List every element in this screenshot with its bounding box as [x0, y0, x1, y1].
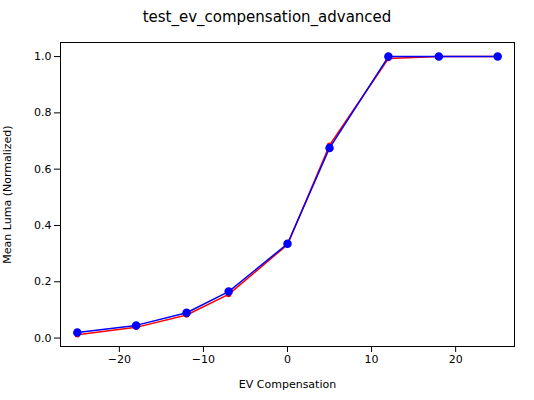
svg-text:10: 10 — [365, 353, 379, 366]
svg-text:0.0: 0.0 — [34, 332, 52, 345]
svg-text:0.4: 0.4 — [34, 219, 52, 232]
svg-text:−20: −20 — [108, 353, 131, 366]
svg-text:Mean Luma (Normalized): Mean Luma (Normalized) — [1, 125, 14, 263]
svg-text:0.6: 0.6 — [34, 163, 52, 176]
svg-text:0.2: 0.2 — [34, 275, 52, 288]
svg-text:EV Compensation: EV Compensation — [239, 378, 336, 391]
svg-text:1.0: 1.0 — [34, 50, 52, 63]
svg-text:0.8: 0.8 — [34, 106, 52, 119]
html-text:test_ev_compensation_advanced: test_ev_compensation_advanced — [142, 8, 392, 26]
svg-text:20: 20 — [449, 353, 463, 366]
svg-text:−10: −10 — [192, 353, 215, 366]
svg-text:0: 0 — [284, 353, 291, 366]
